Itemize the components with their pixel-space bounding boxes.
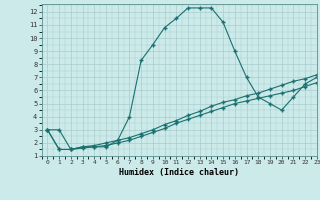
X-axis label: Humidex (Indice chaleur): Humidex (Indice chaleur) [119, 168, 239, 177]
